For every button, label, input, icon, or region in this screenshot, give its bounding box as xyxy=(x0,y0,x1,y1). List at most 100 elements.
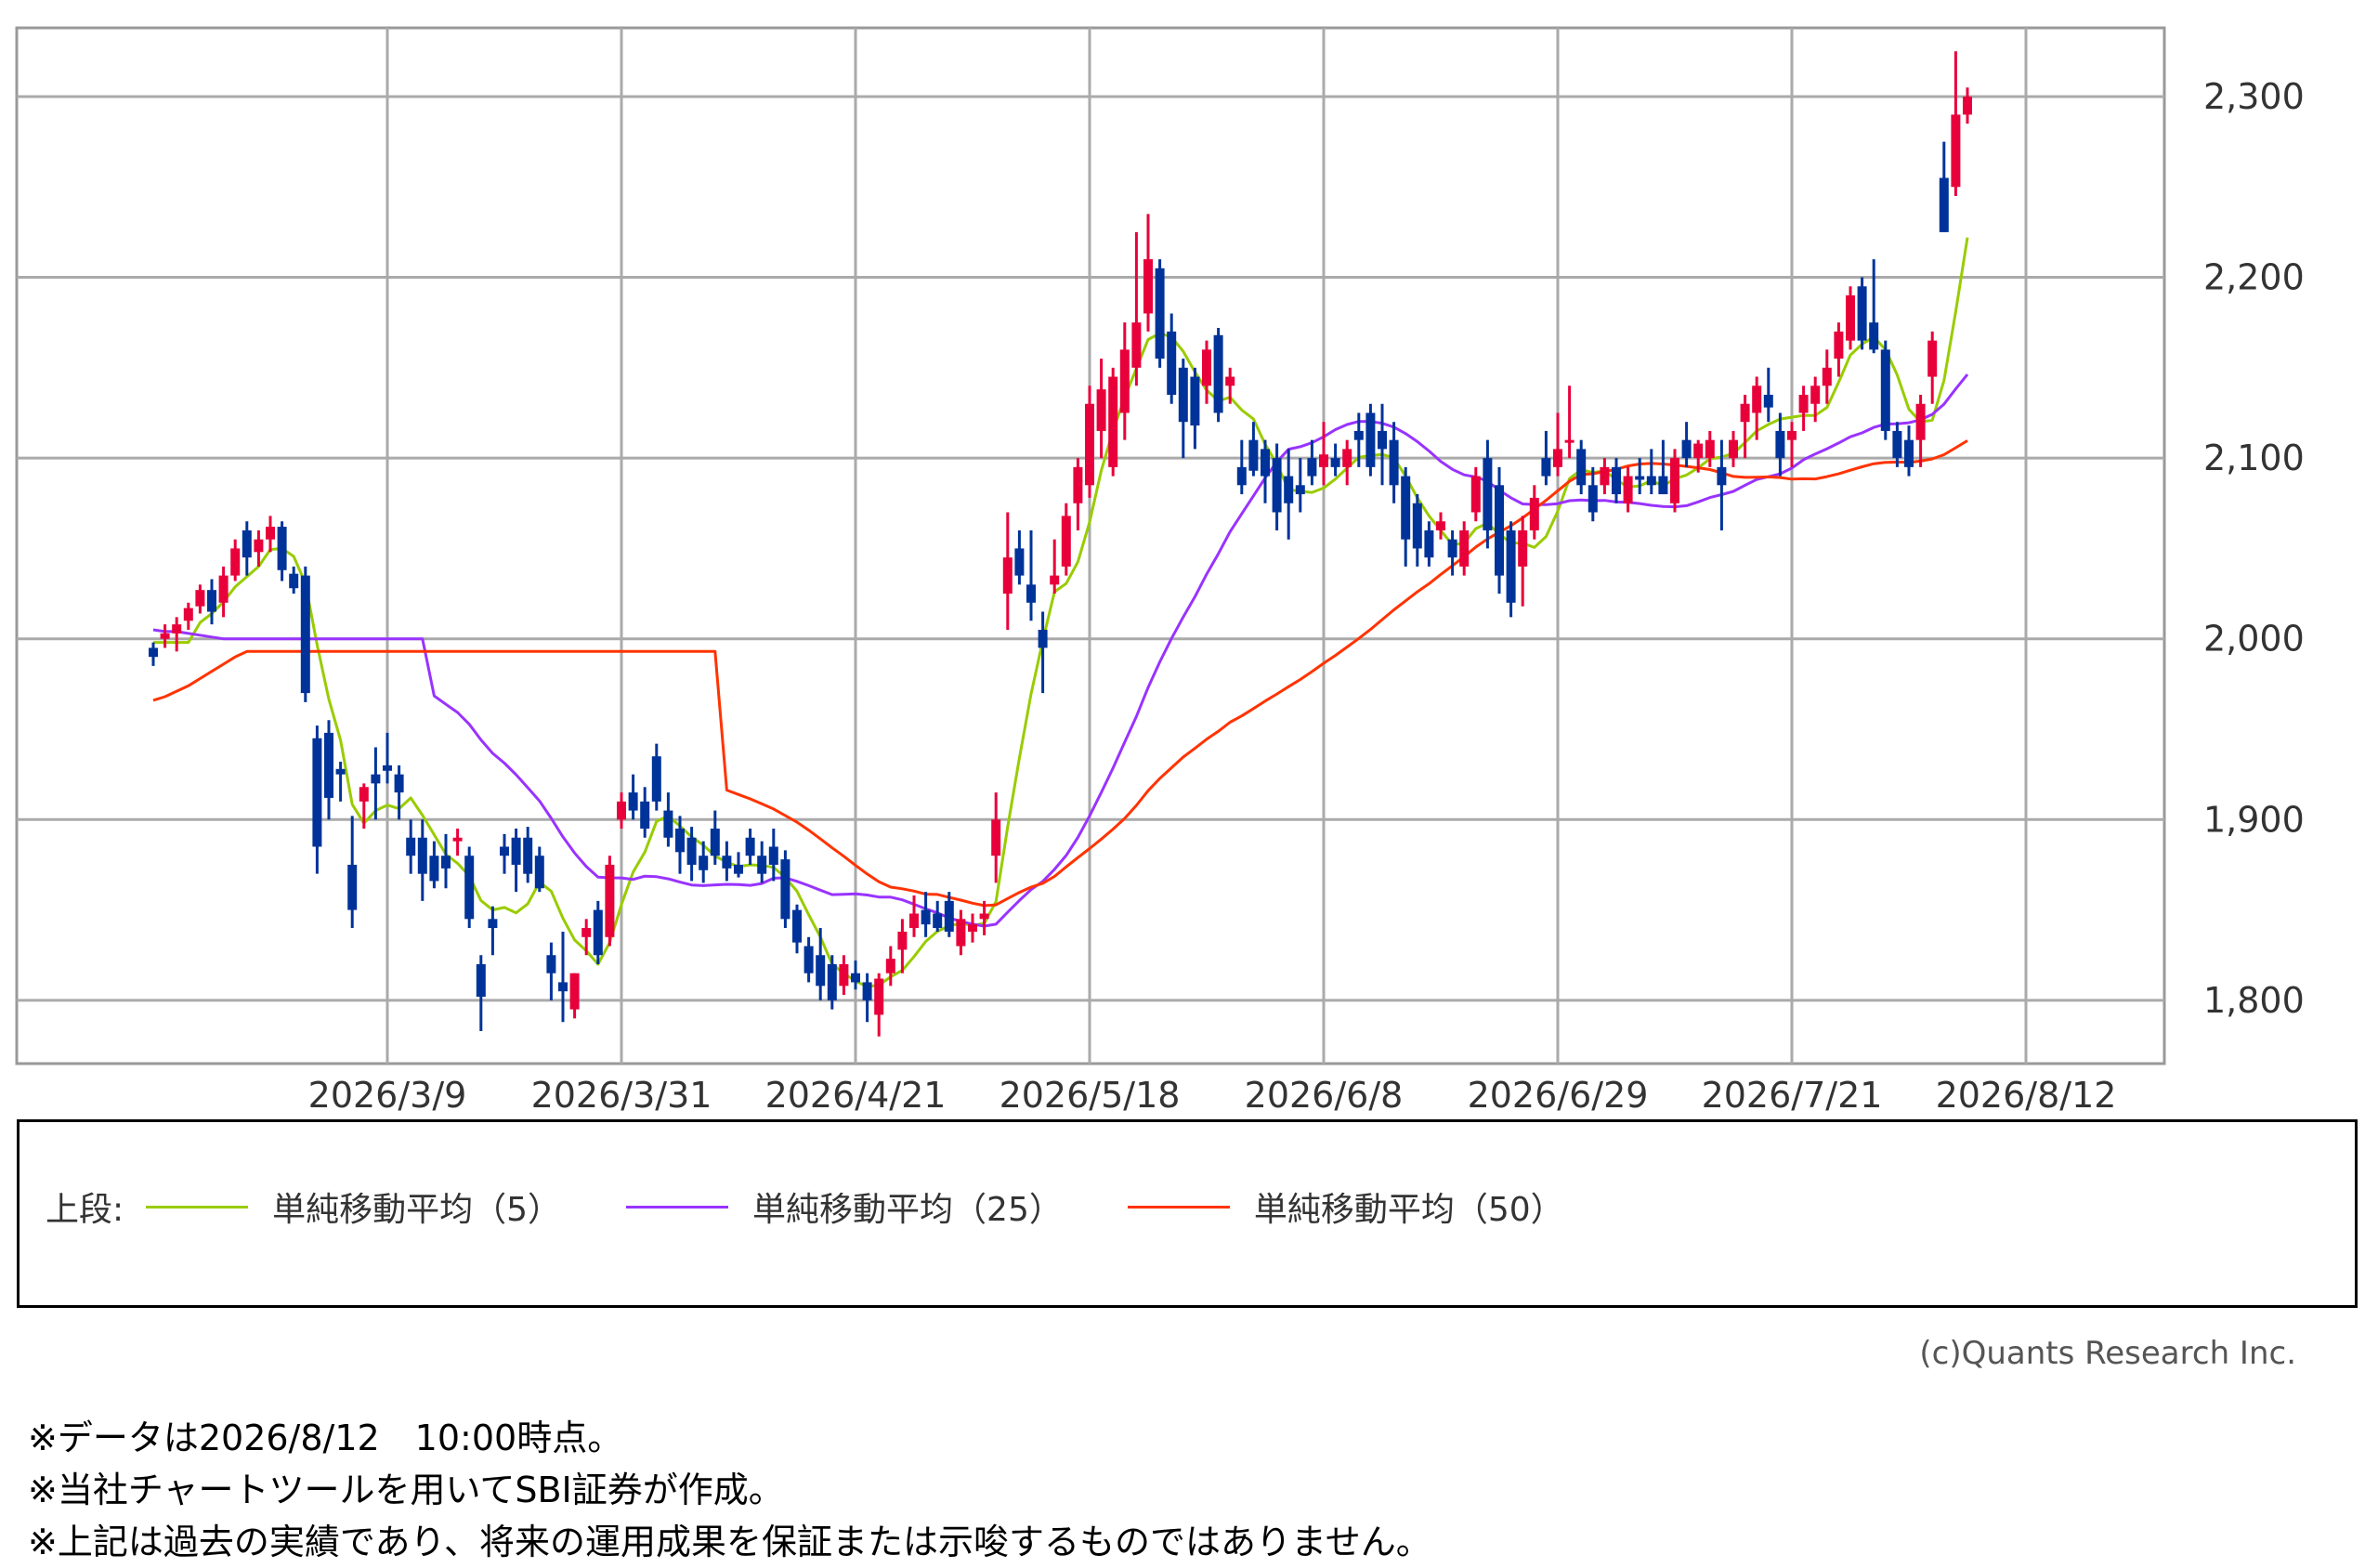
candle-body xyxy=(1108,376,1118,467)
candle-113 xyxy=(1470,466,1481,522)
candle-body xyxy=(534,856,544,889)
candle-body xyxy=(1553,449,1562,467)
candle-body xyxy=(1073,466,1083,503)
candle-body xyxy=(1646,476,1656,486)
candle-73 xyxy=(1002,512,1013,630)
candle-67 xyxy=(933,900,943,932)
candle-body xyxy=(1061,516,1071,567)
candle-29 xyxy=(488,906,498,956)
candle-body xyxy=(1295,485,1305,495)
candle-body xyxy=(968,924,977,932)
candle-body xyxy=(1119,349,1130,413)
candle-body xyxy=(452,837,463,842)
x-tick-label: 2026/8/12 xyxy=(1936,1075,2117,1115)
candle-49 xyxy=(722,841,732,882)
note-data-time: ※データは2026/8/12 10:00時点。 xyxy=(28,1418,623,1458)
candle-body xyxy=(1225,376,1235,386)
candle-body xyxy=(523,837,533,874)
candle-body xyxy=(734,864,743,874)
candle-102 xyxy=(1342,439,1352,486)
candle-136 xyxy=(1740,395,1750,459)
note-created-by: ※当社チャートツールを用いてSBI証券が作成。 xyxy=(28,1470,784,1510)
candle-body xyxy=(593,909,603,956)
candle-body xyxy=(1729,439,1738,459)
candle-5 xyxy=(207,579,216,625)
candle-103 xyxy=(1353,412,1364,467)
candle-body xyxy=(289,573,299,589)
candle-118 xyxy=(1529,485,1539,540)
candle-150 xyxy=(1904,425,1914,477)
note-disclaimer: ※上記は過去の実績であり、将来の運用成果を保証または示唆するものではありません。 xyxy=(28,1522,1431,1562)
candle-124 xyxy=(1600,458,1610,495)
candle-143 xyxy=(1822,349,1832,404)
x-tick-label: 2026/7/21 xyxy=(1702,1075,1883,1115)
candle-body xyxy=(1822,367,1832,386)
y-tick-label: 2,100 xyxy=(2203,438,2305,478)
candle-56 xyxy=(804,936,814,983)
candle-27 xyxy=(464,846,475,929)
candle-101 xyxy=(1330,443,1340,477)
candle-17 xyxy=(347,816,358,929)
candle-body xyxy=(324,732,333,798)
candle-130 xyxy=(1670,449,1679,513)
candle-151 xyxy=(1915,395,1926,467)
candle-148 xyxy=(1880,340,1890,440)
candle-body xyxy=(1564,439,1574,443)
candle-body xyxy=(394,774,404,793)
candle-body xyxy=(1834,331,1844,359)
y-tick-label: 2,300 xyxy=(2203,76,2305,117)
candle-body xyxy=(230,548,241,576)
candle-body xyxy=(699,856,709,870)
candle-18 xyxy=(359,783,369,830)
candle-59 xyxy=(839,955,849,996)
candle-body xyxy=(757,856,767,874)
candle-body xyxy=(558,982,568,992)
candle-body xyxy=(1470,476,1481,513)
candle-body xyxy=(675,829,685,853)
candle-body xyxy=(1705,439,1715,459)
candle-body xyxy=(183,608,193,621)
x-tick-label: 2026/3/31 xyxy=(531,1075,712,1115)
candle-body xyxy=(441,856,451,869)
candle-body xyxy=(1085,403,1094,486)
candle-50 xyxy=(734,852,743,878)
candle-body xyxy=(1236,466,1247,486)
candle-body xyxy=(605,864,615,937)
candle-body xyxy=(1178,367,1188,423)
candle-86 xyxy=(1155,259,1165,368)
candle-65 xyxy=(909,895,919,937)
candle-87 xyxy=(1167,313,1177,404)
candle-body xyxy=(1342,449,1352,467)
candle-7 xyxy=(230,539,241,581)
candle-body xyxy=(1612,466,1621,495)
candle-body xyxy=(686,837,697,865)
candle-117 xyxy=(1518,516,1528,607)
ma25-line xyxy=(152,373,1969,928)
candle-47 xyxy=(699,841,709,883)
candle-body xyxy=(1131,322,1142,368)
candle-141 xyxy=(1798,385,1809,431)
candle-body xyxy=(160,633,170,639)
candle-110 xyxy=(1436,512,1445,540)
candle-body xyxy=(1307,458,1317,477)
candle-body xyxy=(242,529,252,558)
candle-body xyxy=(1050,575,1060,585)
candle-152 xyxy=(1927,331,1938,404)
candle-body xyxy=(207,590,216,612)
candle-body xyxy=(921,909,931,925)
candle-body xyxy=(218,575,229,603)
candle-body xyxy=(359,787,369,802)
candle-body xyxy=(710,829,720,856)
candle-body xyxy=(500,846,509,856)
candle-121 xyxy=(1564,385,1574,459)
candle-33 xyxy=(534,846,544,893)
candle-98 xyxy=(1295,458,1305,513)
candle-15 xyxy=(324,720,333,820)
candle-body xyxy=(546,955,556,973)
candle-body xyxy=(1014,548,1025,576)
candle-91 xyxy=(1213,328,1223,423)
candle-108 xyxy=(1412,494,1422,567)
candle-body xyxy=(1939,177,1949,232)
legend-item-ma50: 単純移動平均（50） xyxy=(1127,1183,1564,1231)
candle-149 xyxy=(1892,422,1902,467)
